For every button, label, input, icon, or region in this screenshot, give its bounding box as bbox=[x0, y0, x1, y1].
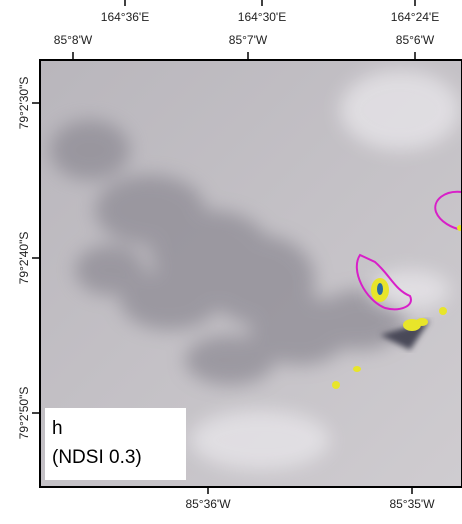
tick-label: 79°2'40"S bbox=[17, 232, 31, 285]
tick-label: 85°6'W bbox=[396, 33, 435, 47]
detected-water bbox=[377, 283, 383, 295]
tick-label: 85°35'W bbox=[389, 497, 435, 511]
tick-label: 164°30'E bbox=[238, 10, 286, 24]
tick-label: 85°36'W bbox=[185, 497, 231, 511]
tick-label: 85°7'W bbox=[229, 33, 268, 47]
tick-label: 85°8'W bbox=[54, 33, 93, 47]
tick-label: 164°24'E bbox=[391, 10, 439, 24]
panel-caption: (NDSI 0.3) bbox=[52, 447, 142, 468]
panel-label: h bbox=[52, 418, 63, 439]
panel-label-box bbox=[45, 408, 186, 480]
tick-label: 164°36'E bbox=[101, 10, 149, 24]
tick-label: 79°2'30"S bbox=[17, 77, 31, 130]
tick-label: 79°2'50"S bbox=[17, 387, 31, 440]
map-figure: 164°36'E 164°30'E 164°24'E 85°8'W 85°7'W… bbox=[0, 0, 462, 519]
